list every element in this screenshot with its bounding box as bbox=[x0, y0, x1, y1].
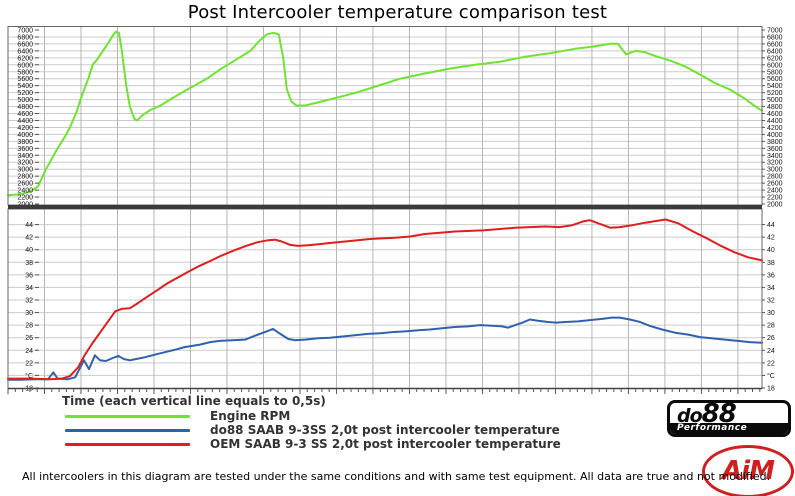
svg-text:28: 28 bbox=[25, 323, 33, 330]
svg-text:5200: 5200 bbox=[767, 90, 783, 97]
svg-text:32: 32 bbox=[25, 298, 33, 305]
svg-text:18: 18 bbox=[767, 386, 775, 393]
svg-text:40: 40 bbox=[25, 247, 33, 254]
svg-text:30: 30 bbox=[767, 310, 775, 317]
legend-label: do88 SAAB 9-3SS 2,0t post intercooler te… bbox=[210, 423, 560, 437]
svg-text:26: 26 bbox=[25, 335, 33, 342]
footnote-text: All intercoolers in this diagram are tes… bbox=[22, 470, 771, 483]
legend-item-oem-temp: OEM SAAB 9-3 SS 2,0t post intercooler te… bbox=[65, 437, 561, 451]
svg-text:6400: 6400 bbox=[17, 48, 33, 55]
svg-text:2000: 2000 bbox=[767, 202, 783, 209]
svg-text:6200: 6200 bbox=[17, 55, 33, 62]
svg-text:3000: 3000 bbox=[17, 167, 33, 174]
svg-text:5400: 5400 bbox=[767, 83, 783, 90]
legend-label: Engine RPM bbox=[210, 409, 291, 423]
svg-text:2600: 2600 bbox=[767, 181, 783, 188]
svg-text:4400: 4400 bbox=[767, 118, 783, 125]
svg-text:30: 30 bbox=[25, 310, 33, 317]
svg-text:3600: 3600 bbox=[17, 146, 33, 153]
svg-text:5200: 5200 bbox=[17, 90, 33, 97]
legend-swatch-red bbox=[65, 442, 190, 446]
svg-text:°C: °C bbox=[767, 372, 775, 380]
legend-item-engine-rpm: Engine RPM bbox=[65, 409, 290, 423]
svg-text:5800: 5800 bbox=[17, 69, 33, 76]
svg-text:24: 24 bbox=[25, 348, 33, 355]
svg-text:3400: 3400 bbox=[767, 153, 783, 160]
svg-text:22: 22 bbox=[25, 360, 33, 367]
svg-text:26: 26 bbox=[767, 335, 775, 342]
svg-text:2800: 2800 bbox=[767, 174, 783, 181]
svg-text:7000: 7000 bbox=[767, 28, 783, 35]
svg-text:5000: 5000 bbox=[17, 97, 33, 104]
svg-text:44: 44 bbox=[767, 222, 775, 229]
svg-text:3800: 3800 bbox=[17, 139, 33, 146]
svg-text:5000: 5000 bbox=[767, 97, 783, 104]
svg-text:6200: 6200 bbox=[767, 55, 783, 62]
do88-logo-subtext: Performance bbox=[670, 423, 788, 434]
page-title: Post Intercooler temperature comparison … bbox=[187, 2, 608, 23]
aim-logo: AiM bbox=[702, 445, 794, 496]
svg-text:34: 34 bbox=[767, 285, 775, 292]
svg-text:42: 42 bbox=[25, 235, 33, 242]
svg-text:36: 36 bbox=[767, 272, 775, 279]
svg-text:2200: 2200 bbox=[17, 195, 33, 202]
svg-text:2600: 2600 bbox=[17, 181, 33, 188]
svg-text:4000: 4000 bbox=[767, 132, 783, 139]
svg-text:4200: 4200 bbox=[767, 125, 783, 132]
svg-text:24: 24 bbox=[767, 348, 775, 355]
svg-text:3400: 3400 bbox=[17, 153, 33, 160]
legend-label: OEM SAAB 9-3 SS 2,0t post intercooler te… bbox=[210, 437, 561, 451]
x-axis-label: Time (each vertical line equals to 0,5s) bbox=[62, 394, 326, 408]
svg-text:2800: 2800 bbox=[17, 174, 33, 181]
svg-text:3200: 3200 bbox=[17, 160, 33, 167]
svg-text:4600: 4600 bbox=[767, 111, 783, 118]
svg-text:4600: 4600 bbox=[17, 111, 33, 118]
svg-text:4400: 4400 bbox=[17, 118, 33, 125]
svg-text:4000: 4000 bbox=[17, 132, 33, 139]
legend-swatch-green bbox=[65, 414, 190, 418]
svg-text:6400: 6400 bbox=[767, 48, 783, 55]
svg-text:2400: 2400 bbox=[767, 188, 783, 195]
svg-text:6600: 6600 bbox=[17, 41, 33, 48]
svg-text:3800: 3800 bbox=[767, 139, 783, 146]
legend-item-do88-temp: do88 SAAB 9-3SS 2,0t post intercooler te… bbox=[65, 423, 560, 437]
svg-text:4800: 4800 bbox=[767, 104, 783, 111]
svg-text:6800: 6800 bbox=[17, 34, 33, 41]
svg-text:5600: 5600 bbox=[767, 76, 783, 83]
svg-text:3600: 3600 bbox=[767, 146, 783, 153]
svg-text:5800: 5800 bbox=[767, 69, 783, 76]
svg-text:38: 38 bbox=[767, 260, 775, 267]
svg-text:3000: 3000 bbox=[767, 167, 783, 174]
do88-logo: do88 Performance bbox=[667, 400, 791, 437]
svg-text:22: 22 bbox=[767, 360, 775, 367]
svg-text:5600: 5600 bbox=[17, 76, 33, 83]
svg-text:6000: 6000 bbox=[767, 62, 783, 69]
svg-text:4800: 4800 bbox=[17, 104, 33, 111]
svg-text:6000: 6000 bbox=[17, 62, 33, 69]
svg-text:7000: 7000 bbox=[17, 28, 33, 35]
svg-text:38: 38 bbox=[25, 260, 33, 267]
svg-text:44: 44 bbox=[25, 222, 33, 229]
svg-text:28: 28 bbox=[767, 323, 775, 330]
svg-text:3200: 3200 bbox=[767, 160, 783, 167]
svg-text:4200: 4200 bbox=[17, 125, 33, 132]
svg-text:36: 36 bbox=[25, 272, 33, 279]
svg-text:40: 40 bbox=[767, 247, 775, 254]
svg-text:2200: 2200 bbox=[767, 195, 783, 202]
svg-text:5400: 5400 bbox=[17, 83, 33, 90]
svg-text:°C: °C bbox=[25, 372, 33, 380]
aim-logo-text: AiM bbox=[722, 455, 775, 486]
svg-text:2400: 2400 bbox=[17, 188, 33, 195]
svg-text:6800: 6800 bbox=[767, 34, 783, 41]
svg-text:32: 32 bbox=[767, 298, 775, 305]
legend-swatch-blue bbox=[65, 428, 190, 432]
svg-text:34: 34 bbox=[25, 285, 33, 292]
svg-text:6600: 6600 bbox=[767, 41, 783, 48]
svg-text:42: 42 bbox=[767, 235, 775, 242]
